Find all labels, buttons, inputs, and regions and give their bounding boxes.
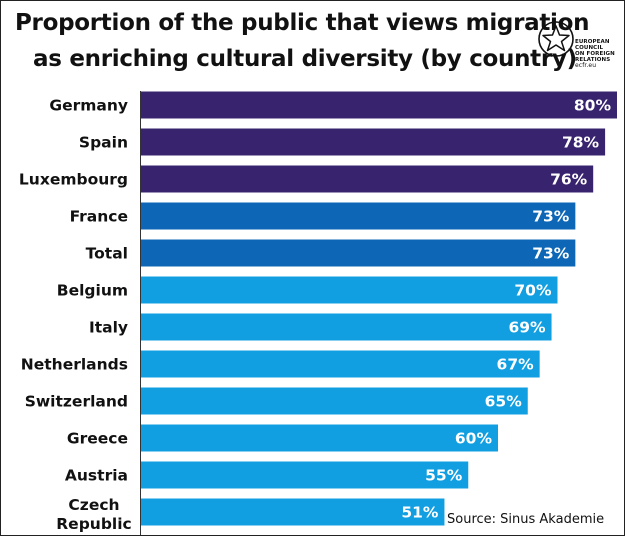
bar-france xyxy=(141,202,576,230)
bar-czech-republic xyxy=(141,498,445,526)
star-circle-icon xyxy=(538,21,574,57)
bar-italy xyxy=(141,313,552,341)
chart-title-line-2: as enriching cultural diversity (by coun… xyxy=(33,46,577,72)
logo-wordmark: EUROPEAN COUNCIL ON FOREIGN RELATIONS ec… xyxy=(575,39,615,69)
source-note: Source: Sinus Akademie xyxy=(447,512,605,527)
category-label: Austria xyxy=(65,467,128,485)
category-label: Spain xyxy=(79,134,128,152)
value-label: 51% xyxy=(401,504,439,522)
value-label: 55% xyxy=(425,467,463,485)
logo-line-3: ON FOREIGN xyxy=(575,51,615,57)
category-labels: Germany Spain Luxembourg France Total Belgium… xyxy=(19,97,132,534)
category-label: Switzerland xyxy=(25,393,128,411)
bar-total xyxy=(141,239,576,267)
value-label: 76% xyxy=(550,171,588,189)
category-label: Czech Republic xyxy=(56,496,132,533)
chart-title: Proportion of the public that views migr… xyxy=(15,5,590,77)
category-label-line: Republic xyxy=(56,515,132,533)
logo-site: ecfr.eu xyxy=(575,62,597,69)
logo-line-2: COUNCIL xyxy=(575,45,604,51)
bar-luxembourg xyxy=(141,165,594,193)
bar-belgium xyxy=(141,276,558,304)
logo-line-4: RELATIONS xyxy=(575,57,611,63)
value-label: 73% xyxy=(532,245,570,263)
bar-switzerland xyxy=(141,387,528,415)
bar-austria xyxy=(141,461,469,489)
logo-line-1: EUROPEAN xyxy=(575,39,610,45)
category-label: Greece xyxy=(67,430,128,448)
category-label: Netherlands xyxy=(21,356,128,374)
category-label: Germany xyxy=(49,97,128,115)
value-label: 70% xyxy=(514,282,552,300)
value-label: 69% xyxy=(508,319,546,337)
category-label: Belgium xyxy=(57,282,128,300)
category-label: Total xyxy=(86,245,128,263)
bar-germany xyxy=(141,91,617,119)
value-label: 80% xyxy=(574,97,612,115)
bar-spain xyxy=(141,128,606,156)
category-label: France xyxy=(70,208,128,226)
category-label-line: Czech xyxy=(68,496,119,514)
value-label: 67% xyxy=(497,356,535,374)
chart-title-line-1: Proportion of the public that views migr… xyxy=(15,10,590,36)
bar-netherlands xyxy=(141,350,540,378)
value-label: 60% xyxy=(455,430,493,448)
category-label: Italy xyxy=(89,319,128,337)
value-labels: 80% 78% 76% 73% 73% 70% 69% 67% 65% 60% 55% 51% xyxy=(401,97,611,522)
bar-greece xyxy=(141,424,498,452)
value-label: 73% xyxy=(532,208,570,226)
value-label: 78% xyxy=(562,134,600,152)
category-label: Luxembourg xyxy=(19,171,128,189)
bar-series xyxy=(141,91,617,526)
value-label: 65% xyxy=(485,393,523,411)
